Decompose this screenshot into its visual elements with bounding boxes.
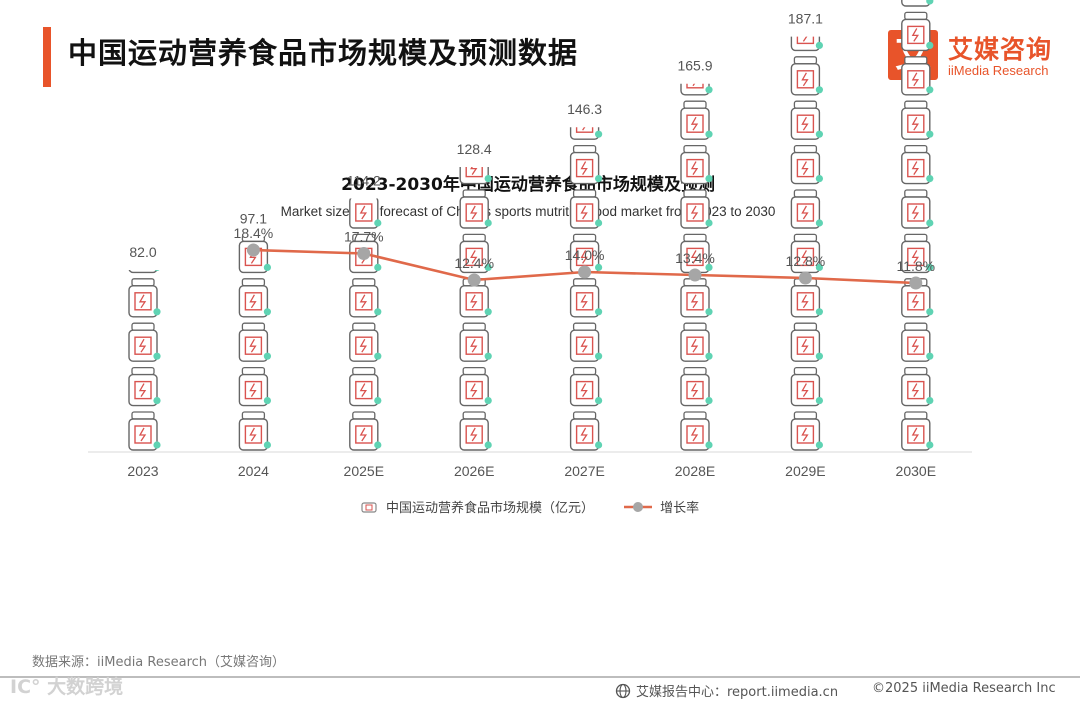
bar-2024 — [238, 236, 271, 451]
growth-rate-point — [909, 276, 923, 290]
x-tick-label: 2027E — [564, 463, 604, 479]
page-title: 中国运动营养食品市场规模及预测数据 — [68, 36, 579, 70]
legend-label-market-size: 中国运动营养食品市场规模（亿元） — [386, 501, 595, 516]
growth-rate-point — [688, 268, 702, 282]
growth-rate-label: 17.7% — [344, 229, 384, 245]
chart-subtitle: Market size and forecast of China's spor… — [280, 204, 776, 219]
growth-rate-label: 11.8% — [896, 258, 935, 274]
x-tick-label: 2023 — [127, 463, 158, 479]
growth-rate-point — [467, 273, 481, 287]
footer-copyright: ©2025 iiMedia Research Inc — [872, 681, 1056, 696]
bottle-legend-icon — [361, 501, 377, 513]
bar-2023 — [128, 269, 161, 451]
bar-2030E — [901, 0, 934, 451]
line-legend-icon — [624, 501, 653, 512]
legend-item-market-size: 中国运动营养食品市场规模（亿元） — [360, 497, 594, 516]
bar-2028E — [680, 83, 713, 451]
legend-label-growth-rate: 增长率 — [660, 501, 700, 516]
x-tick-label: 2028E — [675, 463, 715, 479]
chart-legend: 中国运动营养食品市场规模（亿元） 增长率 — [360, 497, 725, 519]
growth-rate-label: 12.4% — [454, 255, 494, 271]
footer-report-site: 艾媒报告中心：report.iimedia.cn — [636, 685, 839, 700]
growth-rate-label: 14.0% — [565, 247, 605, 263]
bar-value-label: 114.2 — [347, 172, 381, 188]
x-tick-label: 2029E — [785, 463, 825, 479]
growth-rate-point — [246, 243, 260, 257]
bar-2029E — [790, 36, 823, 451]
brand-logo-cn: 艾媒咨询 — [948, 35, 1053, 64]
growth-rate-label: 13.4% — [675, 250, 715, 266]
bar-2027E — [569, 127, 603, 451]
growth-rate-point — [798, 271, 812, 285]
legend-item-growth-rate: 增长率 — [624, 497, 699, 516]
growth-rate-point — [578, 265, 592, 279]
chart-title: 2023-2030年中国运动营养食品市场规模及预测 — [341, 175, 715, 195]
x-tick-label: 2024 — [238, 463, 269, 479]
footer-report-center: 艾媒报告中心：report.iimedia.cn — [615, 681, 838, 700]
bar-value-label: 146.3 — [567, 101, 602, 117]
bar-value-label: 165.9 — [677, 58, 712, 74]
bar-value-label: 128.4 — [457, 141, 492, 157]
globe-icon — [615, 683, 631, 698]
title-accent-bar — [43, 27, 51, 87]
data-source-note: 数据来源：iiMedia Research（艾媒咨询） — [32, 655, 286, 670]
bar-2026E — [459, 166, 492, 451]
growth-rate-point — [357, 247, 371, 260]
footer-divider — [0, 676, 1080, 678]
growth-rate-label: 12.8% — [786, 253, 826, 269]
x-tick-label: 2026E — [454, 463, 494, 479]
bar-value-label: 97.1 — [240, 210, 267, 226]
growth-rate-label: 18.4% — [234, 225, 274, 241]
bar-value-label: 187.1 — [788, 11, 823, 27]
x-tick-label: 2025E — [344, 463, 384, 479]
brand-logo-en: iiMedia Research — [948, 63, 1049, 78]
footer-watermark: IC° 大数跨境 — [10, 676, 124, 698]
x-tick-label: 2030E — [896, 463, 936, 479]
bar-2025E — [349, 198, 382, 451]
bar-value-label: 82.0 — [129, 244, 156, 260]
